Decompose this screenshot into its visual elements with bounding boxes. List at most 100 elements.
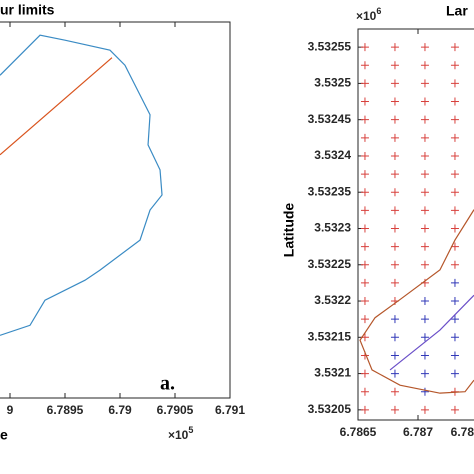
plus-marker [390, 151, 399, 160]
plus-marker [360, 206, 369, 215]
plus-marker [450, 260, 459, 269]
x-tick-label: 6.787 [403, 425, 433, 439]
x-tick-label: 6.7905 [157, 403, 194, 417]
plus-marker [390, 369, 399, 378]
plus-marker [450, 133, 459, 142]
plus-marker [450, 206, 459, 215]
x-tick-label: 6.78 [451, 425, 474, 439]
line [389, 294, 474, 371]
plus-marker [360, 43, 369, 52]
plus-marker [420, 79, 429, 88]
plus-marker [390, 351, 399, 360]
plus-marker [360, 188, 369, 197]
line [0, 34, 163, 336]
plus-marker [450, 170, 459, 179]
plus-marker [360, 387, 369, 396]
plus-marker [420, 97, 429, 106]
plus-marker [420, 151, 429, 160]
plus-marker [450, 79, 459, 88]
y-tick-label: 3.5321 [314, 366, 351, 380]
plus-marker [390, 224, 399, 233]
plus-marker [420, 260, 429, 269]
plus-marker [390, 387, 399, 396]
y-tick-label: 3.53215 [308, 329, 352, 343]
plus-marker [360, 61, 369, 70]
plus-marker [450, 115, 459, 124]
multiplier-exponent: 6 [376, 6, 381, 16]
axes-box [0, 21, 231, 399]
plus-marker [360, 242, 369, 251]
y-tick-label: 3.5322 [314, 293, 351, 307]
plus-marker [420, 43, 429, 52]
plus-marker [360, 224, 369, 233]
plus-marker [450, 61, 459, 70]
x-tick-label: 9 [7, 403, 14, 417]
plus-marker [420, 369, 429, 378]
plus-marker [390, 333, 399, 342]
plus-marker [420, 206, 429, 215]
y-tick-label: 3.53235 [308, 184, 352, 198]
y-tick-label: 3.5323 [314, 221, 351, 235]
plus-marker [420, 170, 429, 179]
x-tick-label: 6.79 [108, 403, 132, 417]
plus-marker [420, 188, 429, 197]
plus-marker [390, 97, 399, 106]
plus-marker [390, 278, 399, 287]
y-tick-label: 3.5324 [314, 148, 351, 162]
plus-marker [450, 369, 459, 378]
plus-marker [390, 188, 399, 197]
plus-marker [360, 79, 369, 88]
plus-marker [360, 260, 369, 269]
y-tick-label: 3.53225 [308, 257, 352, 271]
y-tick-label: 3.5325 [314, 76, 351, 90]
annotation: a. [160, 373, 175, 395]
plus-marker [450, 351, 459, 360]
plus-marker [420, 405, 429, 414]
x-axis-label: e [0, 427, 8, 443]
plus-marker [360, 405, 369, 414]
axes-box [357, 28, 474, 421]
plus-marker [420, 315, 429, 324]
plus-marker [450, 188, 459, 197]
plus-marker [450, 315, 459, 324]
plus-marker [450, 405, 459, 414]
plus-marker [450, 333, 459, 342]
plus-marker [390, 61, 399, 70]
plus-marker [360, 369, 369, 378]
y-tick-label: 3.53255 [308, 39, 352, 53]
plus-marker [390, 115, 399, 124]
plus-marker [450, 151, 459, 160]
y-axis-label: Latitude [281, 203, 297, 258]
plus-marker [420, 333, 429, 342]
multiplier-exponent: 5 [188, 425, 193, 435]
plus-marker [450, 278, 459, 287]
x-tick-label: 6.7865 [340, 425, 377, 439]
plus-marker [420, 351, 429, 360]
plus-marker [420, 115, 429, 124]
plus-marker [390, 206, 399, 215]
plus-marker [390, 242, 399, 251]
plus-marker [420, 242, 429, 251]
plus-marker [360, 170, 369, 179]
chart-title: Lar [446, 3, 468, 19]
y-tick-label: 3.53245 [308, 112, 352, 126]
plus-marker [450, 43, 459, 52]
plus-marker [420, 297, 429, 306]
plus-marker [360, 97, 369, 106]
plus-marker [360, 278, 369, 287]
plus-marker [390, 43, 399, 52]
plus-marker [360, 133, 369, 142]
multiplier-base: ×10 [356, 9, 377, 23]
y-multiplier: ×106 [356, 6, 381, 23]
plus-marker [420, 61, 429, 70]
chart-title: ur limits [0, 2, 55, 18]
plus-marker [390, 260, 399, 269]
y-tick-label: 3.53205 [308, 402, 352, 416]
x-multiplier: ×105 [168, 425, 193, 442]
multiplier-base: ×10 [168, 428, 189, 442]
plus-marker [450, 224, 459, 233]
plus-marker [420, 133, 429, 142]
plus-marker [390, 405, 399, 414]
plus-marker [390, 79, 399, 88]
